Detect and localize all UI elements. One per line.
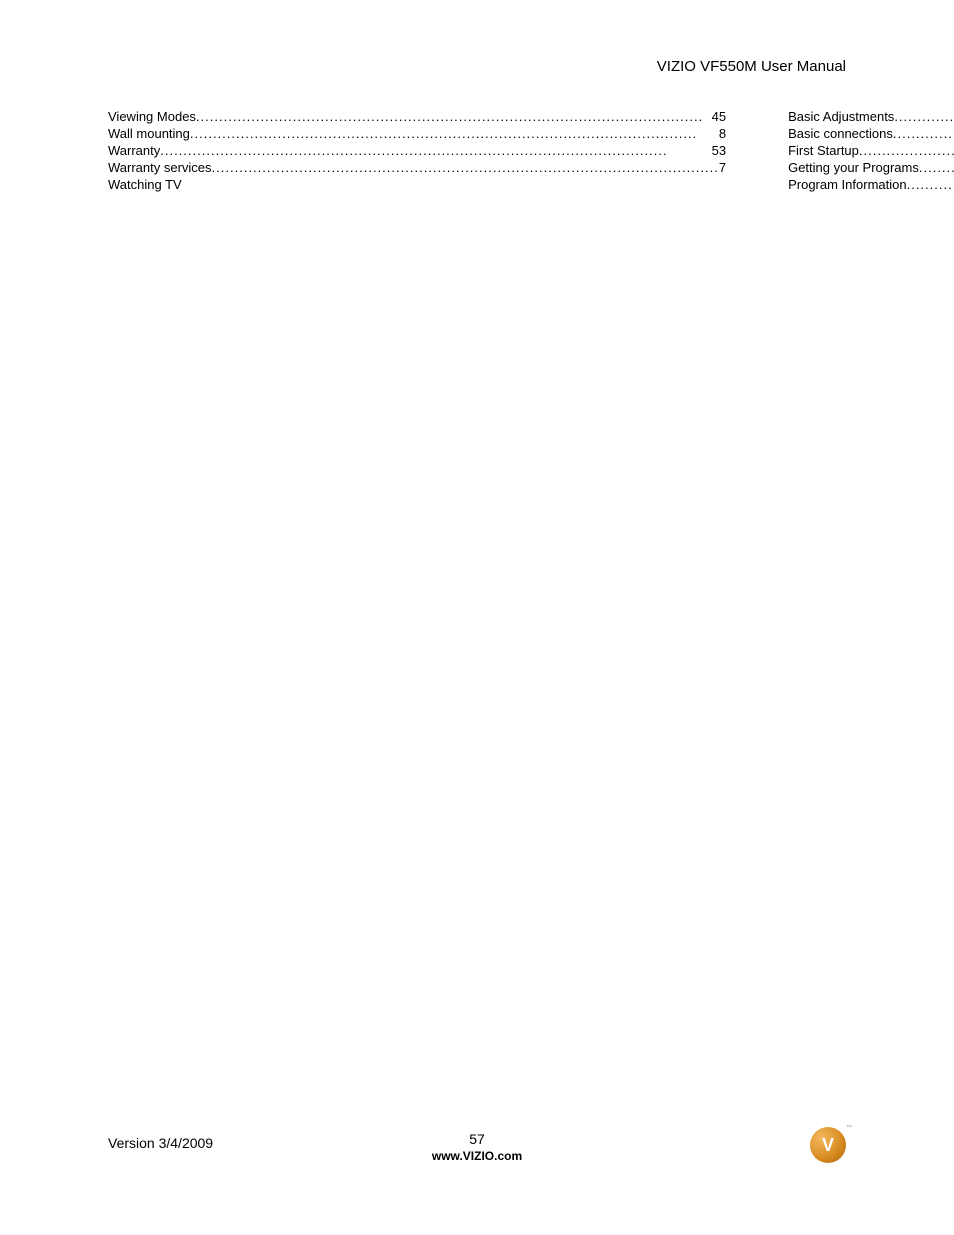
footer-center: 57 www.VIZIO.com (432, 1131, 522, 1163)
index-page: 8 (719, 125, 726, 142)
index-dots (919, 159, 954, 176)
index-entry: Viewing Modes 45 (108, 108, 726, 125)
footer-url: www.VIZIO.com (432, 1149, 522, 1163)
index-entry: Warranty 53 (108, 142, 726, 159)
index-dots (907, 176, 954, 193)
index-label: Basic connections (788, 125, 893, 142)
index-label: First Startup (788, 142, 859, 159)
index-page: 53 (712, 142, 726, 159)
index-dots (212, 159, 719, 176)
index-content: Viewing Modes45Wall mounting8Warranty53W… (108, 108, 846, 193)
index-dots (160, 142, 711, 159)
index-heading: Watching TV (108, 176, 726, 193)
index-dots (190, 125, 719, 142)
index-dots (894, 108, 954, 125)
index-label: Program Information (788, 176, 907, 193)
index-page: 7 (719, 159, 726, 176)
index-label: Viewing Modes (108, 108, 196, 125)
vizio-logo: V ™ (810, 1127, 846, 1163)
index-left-column: Viewing Modes45Wall mounting8Warranty53W… (108, 108, 726, 193)
index-label: Basic Adjustments (788, 108, 894, 125)
index-dots (196, 108, 712, 125)
logo-trademark: ™ (846, 1125, 852, 1131)
index-dots (893, 125, 954, 142)
page-header: VIZIO VF550M User Manual (657, 58, 846, 75)
logo-circle: V (810, 1127, 846, 1163)
index-dots (859, 142, 954, 159)
index-entry: Warranty services 7 (108, 159, 726, 176)
index-entry: Basic Adjustments30 (788, 108, 954, 125)
index-label: Getting your Programs (788, 159, 919, 176)
index-entry: Basic connections25 (788, 125, 954, 142)
index-label: Warranty services (108, 159, 212, 176)
footer-version: Version 3/4/2009 (108, 1135, 213, 1151)
index-entry: Program Information31 (788, 176, 954, 193)
index-entry: First Startup25 (788, 142, 954, 159)
index-entry: Getting your Programs29 (788, 159, 954, 176)
footer-page-number: 57 (432, 1131, 522, 1147)
index-right-column: Basic Adjustments30Basic connections25Fi… (788, 108, 954, 193)
index-label: Warranty (108, 142, 160, 159)
logo-letter: V (822, 1136, 834, 1154)
index-page: 45 (712, 108, 726, 125)
index-label: Wall mounting (108, 125, 190, 142)
index-entry: Wall mounting 8 (108, 125, 726, 142)
header-title: VIZIO VF550M User Manual (657, 58, 846, 75)
